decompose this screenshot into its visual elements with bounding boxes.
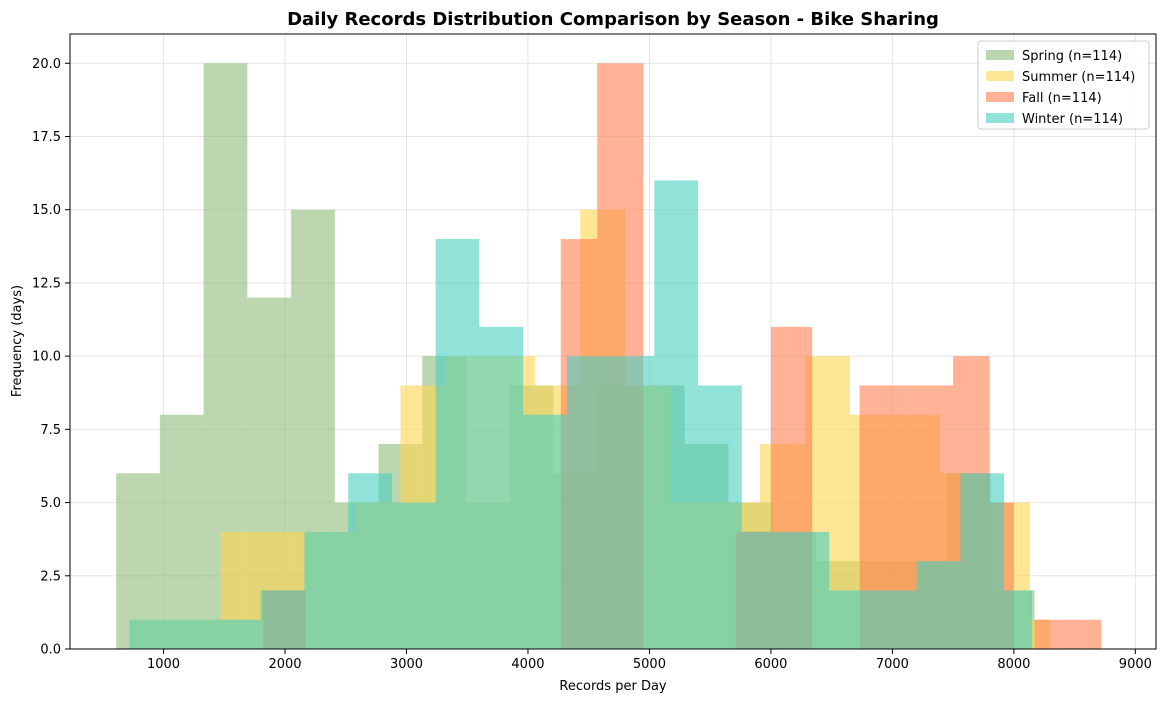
y-tick-label: 12.5 — [32, 276, 61, 291]
histogram-bar — [523, 414, 567, 649]
x-axis-label: Records per Day — [559, 679, 667, 694]
histogram-bar — [348, 473, 392, 649]
histogram-bar — [916, 561, 961, 649]
legend-label: Fall (n=114) — [1022, 91, 1102, 106]
histogram-bar — [566, 356, 611, 649]
histogram-bar — [1034, 619, 1102, 649]
legend-swatch — [986, 92, 1014, 102]
histogram-bar — [435, 239, 480, 649]
histogram-bar — [872, 590, 917, 649]
histogram-bar — [1004, 590, 1033, 649]
histogram-bar — [741, 531, 786, 649]
legend-swatch — [986, 71, 1014, 81]
legend-label: Spring (n=114) — [1022, 49, 1122, 64]
histogram-bar — [304, 531, 349, 649]
x-tick-label: 8000 — [997, 657, 1030, 672]
y-tick-label: 2.5 — [40, 569, 61, 584]
y-tick-label: 20.0 — [32, 57, 61, 72]
histogram-bar — [173, 619, 217, 649]
histogram-bar — [785, 531, 830, 649]
legend: Spring (n=114) Summer (n=114) Fall (n=114)… — [977, 40, 1150, 130]
chart-title: Daily Records Distribution Comparison by… — [287, 9, 939, 30]
legend-label: Summer (n=114) — [1022, 70, 1135, 85]
x-tick-label: 5000 — [633, 657, 666, 672]
x-tick-label: 9000 — [1119, 657, 1152, 672]
y-tick-label: 17.5 — [32, 130, 61, 145]
x-tick-label: 7000 — [876, 657, 909, 672]
histogram-bar — [610, 356, 655, 649]
legend-label: Winter (n=114) — [1022, 112, 1123, 127]
y-tick-label: 7.5 — [40, 423, 61, 438]
x-tick-label: 6000 — [754, 657, 787, 672]
y-tick-label: 15.0 — [32, 203, 61, 218]
y-tick-label: 10.0 — [32, 350, 61, 365]
y-tick-label: 5.0 — [40, 496, 61, 511]
histogram-bar — [260, 590, 305, 649]
histogram-bar — [829, 590, 873, 649]
histogram-bar — [479, 326, 524, 649]
x-tick-label: 3000 — [390, 657, 423, 672]
histogram-bar — [391, 502, 436, 649]
histogram-bar — [129, 619, 174, 649]
legend-box — [977, 40, 1150, 130]
histogram-bar — [698, 385, 742, 649]
y-axis-ticks: 0.0 2.5 5.0 7.5 10.0 12.5 15.0 17.5 20.0 — [32, 57, 70, 658]
histogram-bar — [159, 414, 204, 649]
series-3-bars — [129, 180, 1033, 649]
x-axis-ticks: 1000 2000 3000 4000 5000 6000 7000 8000 9000 — [147, 649, 1152, 672]
y-axis-label: Frequency (days) — [10, 285, 25, 397]
histogram-bar — [216, 619, 261, 649]
histogram-bar — [960, 473, 1005, 649]
x-tick-label: 2000 — [268, 657, 301, 672]
plot-frame — [69, 33, 1157, 650]
legend-swatch — [986, 50, 1014, 60]
y-tick-label: 0.0 — [40, 643, 61, 658]
histogram-bar — [654, 180, 699, 649]
x-tick-label: 4000 — [511, 657, 544, 672]
x-tick-label: 1000 — [147, 657, 180, 672]
legend-swatch — [986, 113, 1014, 123]
histogram-bars — [116, 63, 1102, 650]
